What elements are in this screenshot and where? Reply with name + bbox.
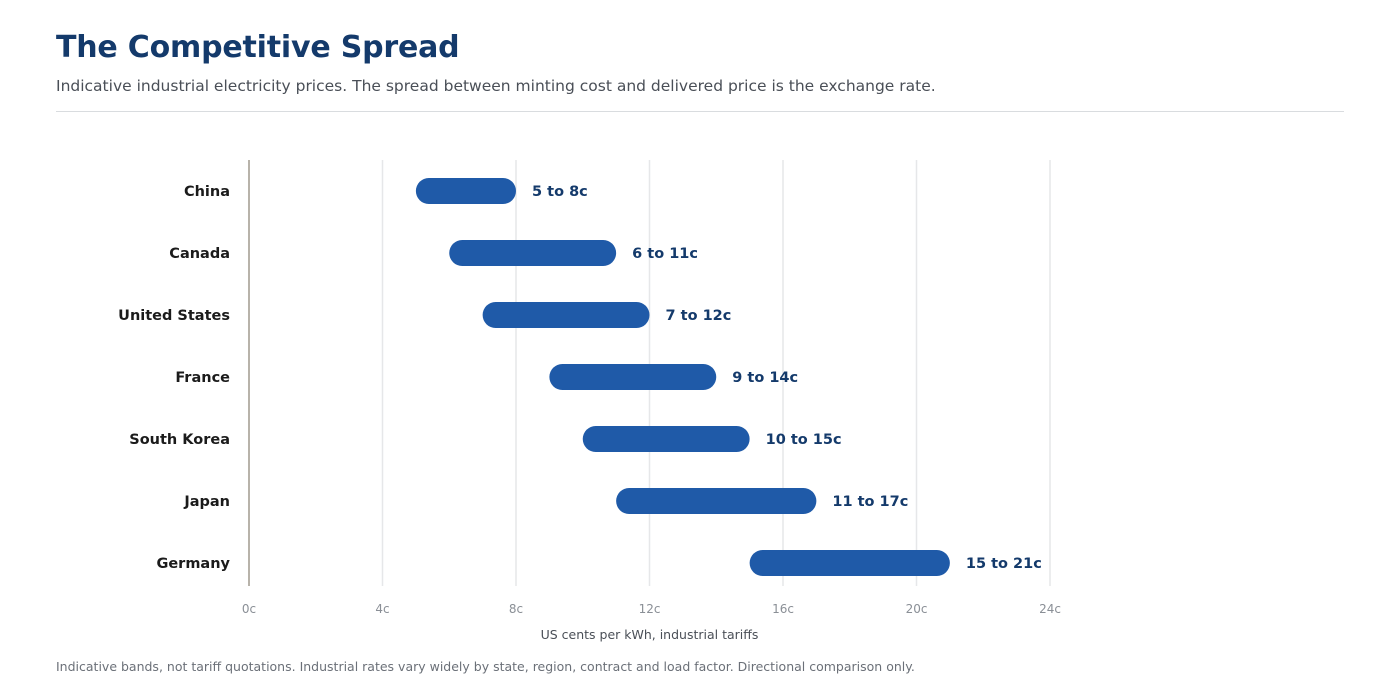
range-value-label: 6 to 11c [632, 246, 698, 262]
range-bar [482, 302, 650, 328]
axis-layer: 0c 4c 8c 12c 16c 20c 24c [242, 160, 1061, 616]
x-tick-label: 12c [639, 602, 661, 616]
x-tick-label: 16c [772, 602, 794, 616]
category-label: Germany [156, 556, 230, 572]
range-value-label: 7 to 12c [666, 308, 732, 324]
x-tick-label: 4c [375, 602, 389, 616]
range-value-label: 11 to 17c [832, 494, 908, 510]
chart-title: The Competitive Spread [56, 30, 460, 65]
category-label: Japan [183, 494, 230, 510]
x-tick-label: 20c [906, 602, 928, 616]
range-value-label: 10 to 15c [766, 432, 842, 448]
label-layer: China 5 to 8c Canada 6 to 11c United States 7… [118, 184, 1042, 572]
x-tick-label: 24c [1039, 602, 1061, 616]
range-bar [749, 550, 950, 576]
category-label: United States [118, 308, 230, 324]
range-bar [616, 488, 817, 514]
header-divider [56, 111, 1344, 112]
range-bar [549, 364, 717, 390]
range-value-label: 5 to 8c [532, 184, 588, 200]
grid-layer [381, 160, 1051, 586]
range-value-label: 9 to 14c [732, 370, 798, 386]
category-label: China [184, 184, 230, 200]
range-bar-chart: 0c 4c 8c 12c 16c 20c 24c China 5 to 8c Canada 6 t… [118, 160, 1061, 642]
x-tick-label: 8c [509, 602, 523, 616]
range-bar [415, 178, 516, 204]
category-label: South Korea [129, 432, 230, 448]
bar-layer [415, 178, 950, 576]
x-axis-title: US cents per kWh, industrial tariffs [541, 627, 759, 642]
x-tick-label: 0c [242, 602, 256, 616]
category-label: France [175, 370, 230, 386]
chart-footnote: Indicative bands, not tariff quotations.… [56, 659, 915, 674]
range-value-label: 15 to 21c [966, 556, 1042, 572]
range-bar [449, 240, 617, 266]
category-label: Canada [169, 246, 230, 262]
range-bar [582, 426, 750, 452]
chart-subtitle: Indicative industrial electricity prices… [56, 77, 936, 95]
